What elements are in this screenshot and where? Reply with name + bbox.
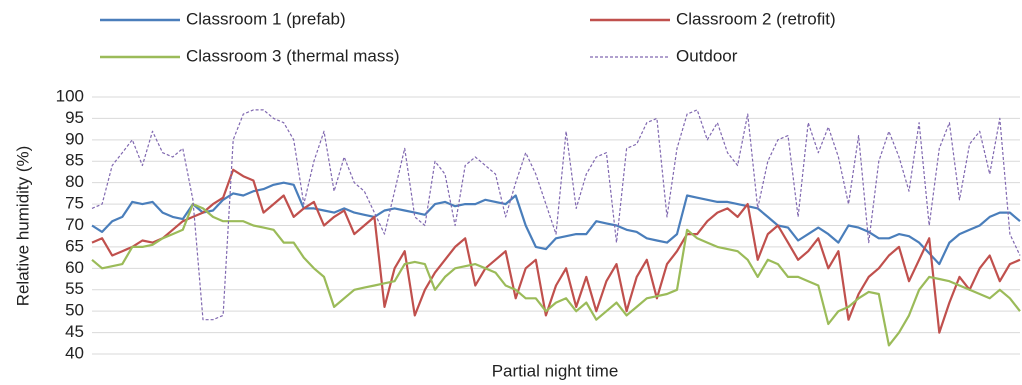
y-tick-label: 60 [65, 258, 84, 277]
x-axis-label: Partial night time [492, 361, 619, 380]
series-line [91, 109, 1021, 321]
y-tick-label: 100 [56, 86, 84, 105]
legend-label: Outdoor [676, 46, 738, 65]
legend-label: Classroom 2 (retrofit) [676, 9, 836, 28]
y-tick-label: 80 [65, 172, 84, 191]
y-tick-label: 50 [65, 301, 84, 320]
y-tick-label: 45 [65, 322, 84, 341]
y-tick-label: 85 [65, 151, 84, 170]
legend-label: Classroom 3 (thermal mass) [186, 46, 400, 65]
series-line [91, 181, 1021, 266]
legend-label: Classroom 1 (prefab) [186, 9, 346, 28]
y-tick-label: 75 [65, 194, 84, 213]
series-line [91, 168, 1021, 334]
y-tick-label: 65 [65, 236, 84, 255]
y-axis-label: Relative humidity (%) [13, 146, 32, 307]
y-tick-label: 55 [65, 279, 84, 298]
series-line [91, 203, 1021, 347]
y-tick-label: 90 [65, 129, 84, 148]
y-tick-label: 95 [65, 108, 84, 127]
y-tick-label: 40 [65, 343, 84, 362]
y-tick-label: 70 [65, 215, 84, 234]
